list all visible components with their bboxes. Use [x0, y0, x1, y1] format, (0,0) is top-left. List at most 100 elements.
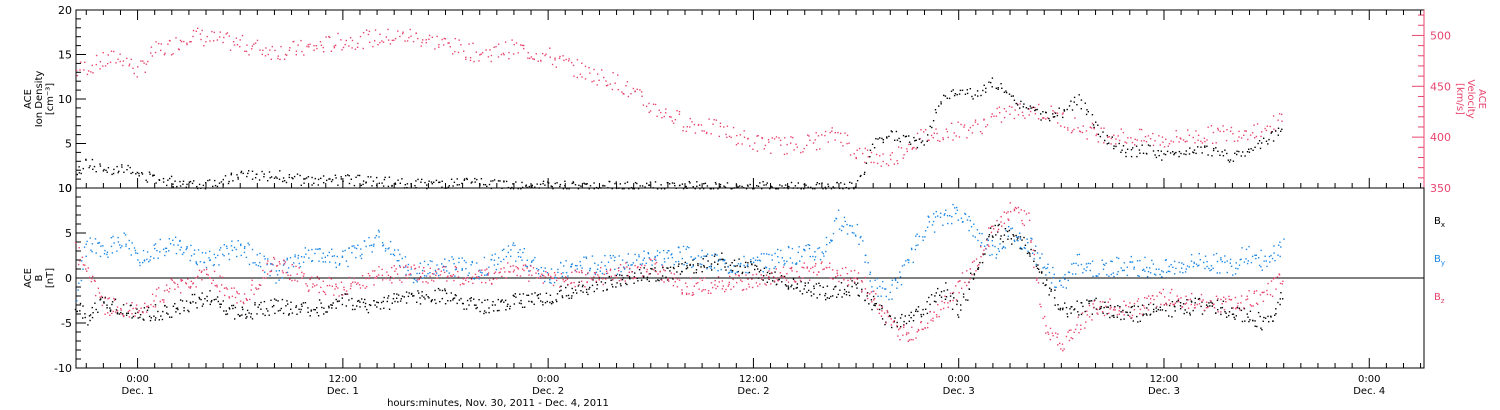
bx-point [76, 310, 78, 313]
density-axis-label-line3: [cm⁻³] [45, 83, 56, 115]
by-point [931, 224, 934, 226]
bx-point [528, 300, 530, 303]
velocity-point [815, 132, 817, 134]
velocity-point [1194, 142, 1196, 144]
by-point [382, 244, 385, 246]
bz-point [853, 277, 855, 280]
by-point [739, 264, 741, 266]
bx-point [689, 263, 691, 266]
bx-point [1143, 313, 1145, 315]
density-point [927, 134, 929, 136]
bz-point [688, 293, 690, 295]
by-point [1102, 263, 1105, 266]
bz-point [340, 281, 343, 283]
bz-point [988, 245, 990, 248]
bz-point [785, 279, 788, 281]
bz-point [88, 276, 91, 279]
bz-point [516, 267, 519, 269]
density-point [521, 186, 524, 189]
bx-point [956, 300, 959, 302]
bz-point [180, 292, 182, 294]
bz-point [755, 282, 758, 284]
velocity-point [757, 135, 759, 137]
density-point [709, 188, 711, 190]
bx-point [561, 296, 564, 299]
velocity-point [79, 69, 81, 71]
bz-point [782, 266, 785, 268]
velocity-point [320, 44, 323, 46]
bx-point [179, 299, 182, 301]
time-tick-label: 0:00 [1358, 374, 1380, 385]
bz-point [915, 337, 917, 339]
by-point [794, 263, 797, 265]
density-point [1130, 149, 1133, 151]
bx-point [1249, 319, 1251, 321]
density-point [303, 182, 305, 184]
bz-point [623, 267, 625, 269]
bz-point [467, 281, 470, 283]
density-point [746, 184, 749, 186]
bz-point [930, 319, 932, 321]
bx-point [946, 289, 949, 291]
density-point [580, 185, 582, 187]
bz-point [507, 262, 509, 264]
bz-point [941, 300, 943, 303]
density-point [656, 188, 659, 190]
by-point [1002, 246, 1004, 248]
density-point [904, 136, 907, 138]
bz-point [751, 286, 754, 289]
bx-point [832, 288, 835, 290]
velocity-point [119, 60, 121, 63]
velocity-point [1043, 117, 1045, 119]
velocity-point [513, 43, 515, 46]
bx-point [326, 311, 328, 313]
by-point [740, 262, 742, 265]
bz-point [777, 280, 779, 282]
by-point [616, 273, 619, 275]
density-point [964, 93, 967, 95]
bx-point [206, 300, 208, 302]
bx-point [465, 308, 468, 310]
density-point [1217, 150, 1219, 152]
density-point [435, 179, 438, 182]
by-point [1033, 258, 1035, 260]
bz-point [1033, 253, 1035, 256]
velocity-point [107, 54, 109, 56]
bz-point [1172, 303, 1174, 306]
density-point [218, 182, 221, 184]
bz-point [190, 286, 192, 288]
velocity-point [648, 102, 650, 105]
density-point [340, 178, 342, 180]
by-point [605, 272, 608, 275]
by-point [1198, 264, 1200, 266]
by-point [945, 209, 947, 211]
by-point [763, 253, 765, 255]
velocity-point [571, 61, 573, 64]
bz-point [171, 279, 173, 281]
bz-point [971, 273, 973, 276]
density-point [1130, 155, 1133, 158]
bx-point [368, 304, 371, 306]
bx-point [196, 307, 198, 309]
by-point [1138, 275, 1140, 277]
bx-point [158, 319, 160, 321]
bz-point [890, 324, 893, 326]
b-tick-label: -5 [61, 317, 72, 330]
bz-point [410, 266, 412, 268]
density-point [1001, 87, 1003, 89]
bx-point [634, 272, 636, 274]
velocity-point [876, 162, 879, 165]
by-point [1122, 269, 1124, 272]
by-point [389, 240, 392, 243]
bz-point [881, 310, 883, 312]
bz-point [464, 277, 467, 279]
density-point [873, 147, 876, 149]
density-point [648, 184, 651, 186]
bx-point [475, 304, 477, 306]
velocity-point [1053, 111, 1056, 114]
density-point [1204, 145, 1206, 147]
density-point [99, 165, 102, 167]
by-point [247, 242, 249, 244]
bz-point [992, 225, 994, 227]
time-tick-label: 12:00 [328, 374, 357, 385]
